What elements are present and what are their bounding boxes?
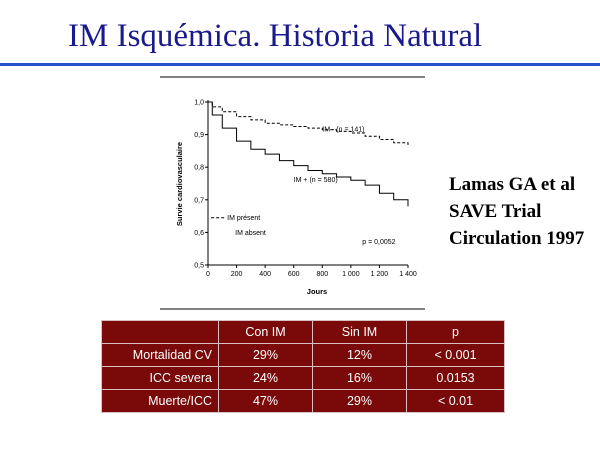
table-header-cell: [101, 320, 219, 344]
table-header-row: Con IM Sin IM p: [101, 320, 505, 344]
series-line-im-present: [208, 101, 409, 207]
x-tick-label: 1 200: [371, 271, 389, 278]
y-tick-label: 0,8: [194, 165, 204, 172]
p-value-annotation: p = 0,0052: [362, 239, 395, 246]
x-tick-label: 400: [259, 271, 271, 278]
x-tick-label: 0: [206, 271, 210, 278]
curve-label-im-present: IM + (n = 580): [294, 177, 338, 184]
chart-ticks: 0 200 400 600 800 1 000 1 200 1 400 0,5 0,6 0,7 0,8…: [194, 100, 417, 279]
y-tick-label: 0,5: [194, 263, 204, 270]
x-tick-label: 800: [316, 271, 328, 278]
x-tick-label: 200: [231, 271, 243, 278]
table-cell: 47%: [218, 389, 313, 413]
table-cell: 29%: [218, 343, 313, 367]
y-tick-label: 0,6: [194, 230, 204, 237]
table-row-label: Muerte/ICC: [101, 389, 219, 413]
table-cell: 12%: [312, 343, 407, 367]
legend-label-im-absent: IM absent: [235, 230, 266, 237]
x-tick-label: 1 400: [399, 271, 417, 278]
x-axis-label: Jours: [307, 287, 327, 296]
table-row: ICC severa 24% 16% 0.0153: [101, 366, 505, 390]
table-row: Muerte/ICC 47% 29% < 0.01: [101, 389, 505, 413]
chart-series: [208, 101, 409, 207]
y-axis-label: Survie cardiovasculaire: [175, 142, 184, 226]
results-table: Con IM Sin IM p Mortalidad CV 29% 12% < …: [101, 320, 505, 413]
table-header-cell: Sin IM: [312, 320, 407, 344]
table-cell: 29%: [312, 389, 407, 413]
survival-chart: 0 200 400 600 800 1 000 1 200 1 400 0,5 0,6 0,7 0,8…: [160, 76, 425, 310]
citation: Lamas GA et al SAVE Trial Circulation 19…: [449, 171, 584, 252]
table-cell: < 0.001: [406, 343, 505, 367]
table-cell: < 0.01: [406, 389, 505, 413]
table-cell: 24%: [218, 366, 313, 390]
chart-axes: [207, 100, 408, 266]
citation-trial: SAVE Trial: [449, 201, 542, 222]
legend-label-im-present: IM présent: [227, 215, 260, 222]
table-row-label: ICC severa: [101, 366, 219, 390]
x-tick-label: 600: [288, 271, 300, 278]
table-row-label: Mortalidad CV: [101, 343, 219, 367]
y-tick-label: 0,7: [194, 197, 204, 204]
table-cell: 0.0153: [406, 366, 505, 390]
x-tick-label: 1 000: [342, 271, 360, 278]
y-tick-label: 0,9: [194, 132, 204, 139]
table-header-cell: Con IM: [218, 320, 313, 344]
citation-journal: Circulation 1997: [449, 228, 585, 249]
table-row: Mortalidad CV 29% 12% < 0.001: [101, 343, 505, 367]
chart-labels: IM - (n = 141) IM + (n = 580) IM présent IM…: [211, 127, 396, 246]
y-tick-label: 1,0: [194, 100, 204, 107]
table-header-cell: p: [406, 320, 505, 344]
title-underline: [0, 63, 600, 66]
curve-label-im-absent: IM - (n = 141): [322, 127, 364, 134]
slide-title: IM Isquémica. Historia Natural: [68, 18, 483, 54]
series-line-im-absent: [208, 101, 409, 147]
citation-authors: Lamas GA et al: [449, 174, 576, 195]
table-cell: 16%: [312, 366, 407, 390]
